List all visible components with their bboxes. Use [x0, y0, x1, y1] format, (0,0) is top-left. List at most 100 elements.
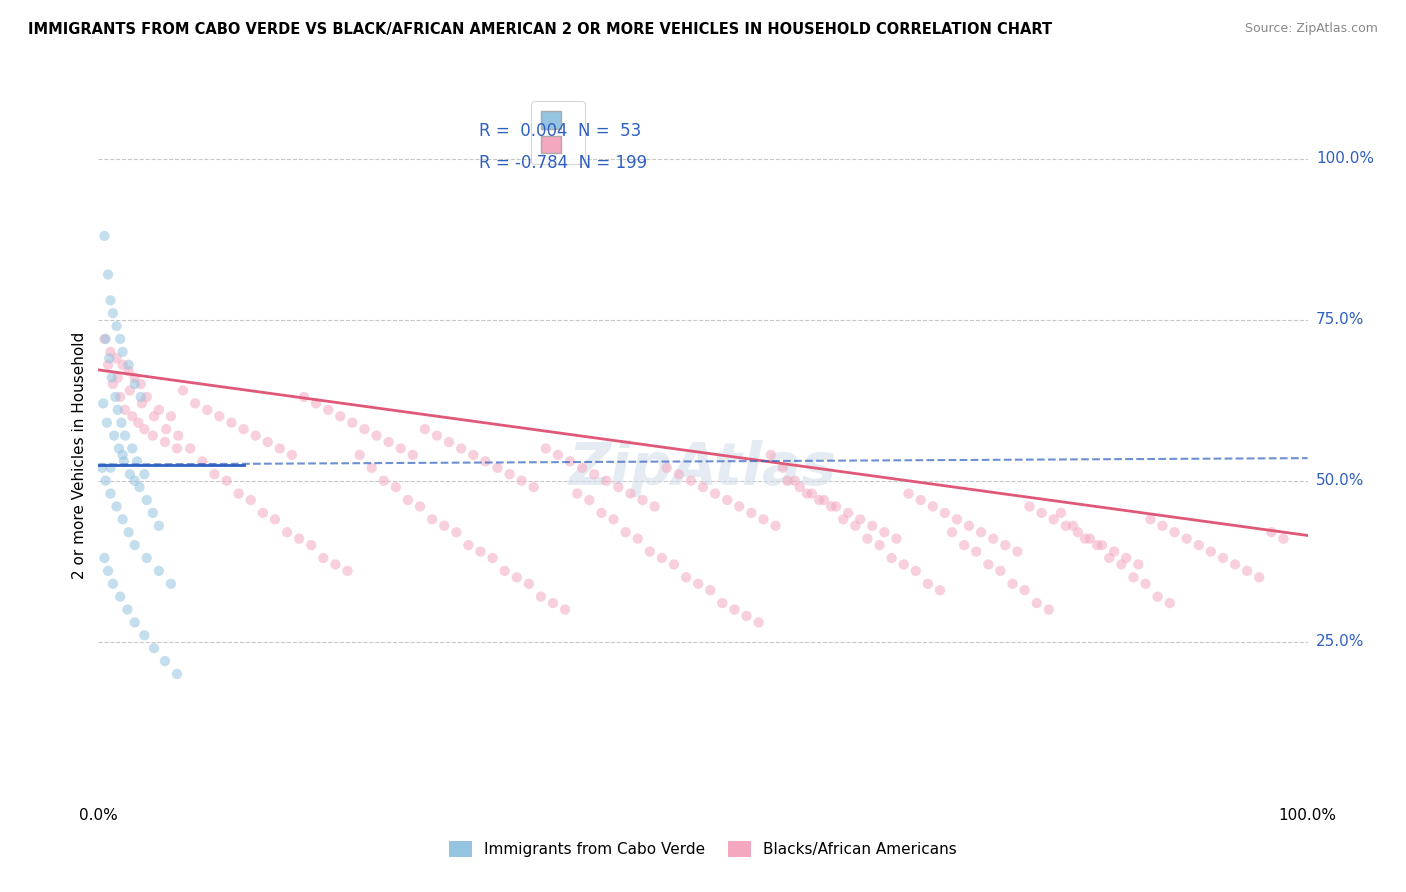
Point	[245, 428, 267, 442]
Point	[1054, 518, 1077, 533]
Point	[735, 609, 758, 624]
Point	[127, 416, 149, 430]
Point	[111, 344, 134, 359]
Point	[783, 474, 806, 488]
Point	[342, 416, 364, 430]
Point	[299, 538, 322, 552]
Point	[111, 512, 134, 526]
Point	[135, 390, 157, 404]
Point	[1074, 532, 1097, 546]
Point	[1188, 538, 1211, 552]
Point	[990, 564, 1012, 578]
Point	[498, 467, 520, 482]
Point	[723, 602, 745, 616]
Point	[118, 384, 141, 398]
Point	[107, 370, 129, 384]
Point	[336, 564, 359, 578]
Point	[155, 422, 177, 436]
Point	[789, 480, 811, 494]
Point	[389, 442, 412, 456]
Point	[118, 525, 141, 540]
Point	[1236, 564, 1258, 578]
Point	[127, 454, 149, 468]
Point	[772, 460, 794, 475]
Point	[1031, 506, 1053, 520]
Text: 100.0%: 100.0%	[1316, 151, 1374, 166]
Point	[107, 402, 129, 417]
Point	[172, 384, 194, 398]
Point	[662, 558, 685, 572]
Point	[595, 474, 617, 488]
Point	[856, 532, 879, 546]
Point	[94, 332, 117, 346]
Point	[1078, 532, 1101, 546]
Point	[148, 402, 170, 417]
Point	[668, 467, 690, 482]
Point	[93, 228, 115, 243]
Point	[1249, 570, 1271, 584]
Point	[1152, 518, 1174, 533]
Text: R = -0.784  N = 199: R = -0.784 N = 199	[479, 153, 647, 171]
Point	[627, 532, 650, 546]
Point	[433, 518, 456, 533]
Point	[108, 442, 131, 456]
Point	[457, 538, 479, 552]
Point	[675, 570, 697, 584]
Point	[510, 474, 533, 488]
Point	[910, 493, 932, 508]
Point	[281, 448, 304, 462]
Point	[591, 506, 613, 520]
Point	[135, 493, 157, 508]
Point	[129, 377, 152, 392]
Point	[148, 564, 170, 578]
Point	[534, 442, 557, 456]
Point	[638, 544, 661, 558]
Text: 75.0%: 75.0%	[1316, 312, 1364, 327]
Point	[134, 628, 156, 642]
Point	[96, 416, 118, 430]
Point	[970, 525, 993, 540]
Point	[740, 506, 762, 520]
Point	[128, 480, 150, 494]
Point	[530, 590, 553, 604]
Point	[1025, 596, 1047, 610]
Point	[728, 500, 751, 514]
Point	[97, 358, 120, 372]
Point	[316, 402, 339, 417]
Point	[994, 538, 1017, 552]
Point	[420, 512, 443, 526]
Point	[869, 538, 891, 552]
Point	[396, 493, 419, 508]
Point	[195, 402, 218, 417]
Point	[873, 525, 896, 540]
Point	[108, 590, 131, 604]
Point	[402, 448, 425, 462]
Point	[1159, 596, 1181, 610]
Point	[143, 641, 166, 656]
Point	[776, 474, 799, 488]
Point	[118, 358, 141, 372]
Point	[101, 377, 124, 392]
Point	[1260, 525, 1282, 540]
Point	[105, 319, 128, 334]
Point	[1007, 544, 1029, 558]
Point	[897, 486, 920, 500]
Point	[142, 506, 165, 520]
Point	[1098, 551, 1121, 566]
Point	[101, 576, 124, 591]
Point	[179, 442, 201, 456]
Point	[93, 551, 115, 566]
Point	[704, 486, 727, 500]
Point	[124, 538, 146, 552]
Point	[965, 544, 987, 558]
Point	[1050, 506, 1073, 520]
Point	[699, 583, 721, 598]
Point	[1146, 590, 1168, 604]
Point	[135, 551, 157, 566]
Point	[820, 500, 842, 514]
Point	[101, 306, 124, 320]
Point	[844, 518, 866, 533]
Point	[547, 448, 569, 462]
Point	[437, 435, 460, 450]
Point	[112, 454, 135, 468]
